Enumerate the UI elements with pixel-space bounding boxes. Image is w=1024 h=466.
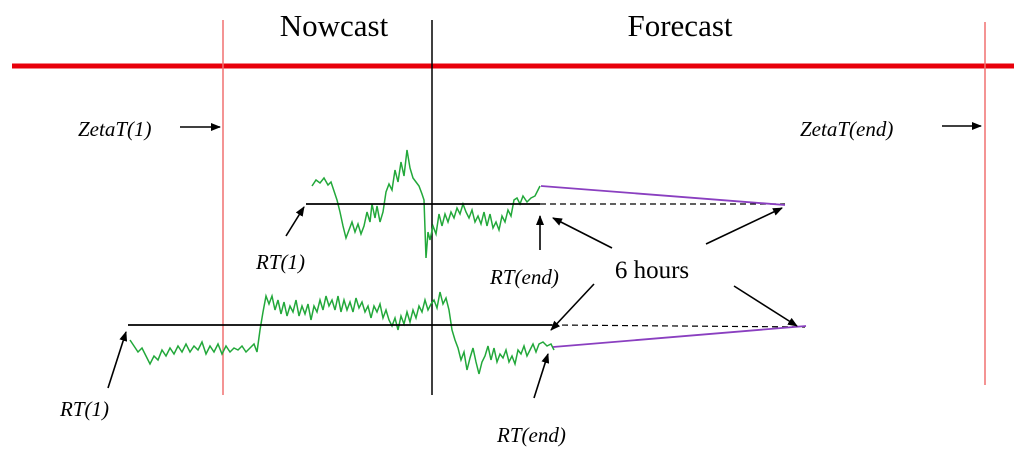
- six-hours-arrow-upper-right: [705, 207, 783, 245]
- lower-forecast-dashed-line: [551, 324, 806, 328]
- upper-rt-start-arrow: [285, 206, 305, 237]
- six-hours-arrow-upper-left: [552, 217, 613, 249]
- lower-signal-line: [129, 291, 555, 375]
- lower-rt-end-label: RT(end): [496, 423, 566, 447]
- upper-rt-start-label: RT(1): [255, 250, 305, 274]
- upper-signal-line: [311, 149, 541, 259]
- upper-forecast-trend-line: [540, 185, 786, 206]
- upper-rt-end-label: RT(end): [489, 265, 559, 289]
- lower-rt-start-arrow: [107, 331, 128, 389]
- forecast-header: Forecast: [627, 8, 732, 43]
- six-hours-arrow-lower-right: [733, 285, 798, 327]
- zeta-end-label: ZetaT(end): [800, 117, 893, 141]
- six-hours-arrow-lower-left: [550, 283, 595, 331]
- lower-rt-start-label: RT(1): [59, 397, 109, 421]
- zeta-start-label: ZetaT(1): [78, 117, 152, 141]
- nowcast-header: Nowcast: [280, 8, 389, 43]
- six-hours-label: 6 hours: [615, 257, 689, 284]
- lower-forecast-trend-line: [552, 325, 807, 348]
- lower-rt-end-arrow: [533, 353, 550, 399]
